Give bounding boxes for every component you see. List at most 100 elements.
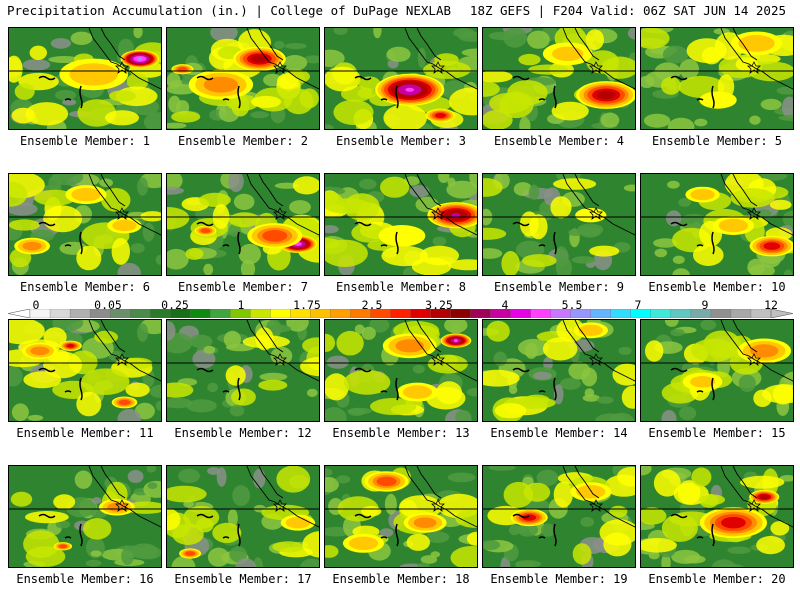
colorbar-tick-label: 4	[501, 298, 509, 312]
precipitation-map	[482, 27, 636, 130]
colorbar-swatch	[470, 309, 492, 318]
colorbar-tick-label: 1	[237, 298, 245, 312]
colorbar-swatch	[750, 309, 772, 318]
colorbar-tick-label: 0.05	[94, 298, 122, 312]
ensemble-member-label: Ensemble Member: 19	[490, 572, 628, 586]
precipitation-map	[166, 319, 320, 422]
chart-title: Precipitation Accumulation (in.) | Colle…	[7, 3, 452, 18]
ensemble-member-label: Ensemble Member: 8	[335, 280, 467, 294]
precipitation-map	[8, 465, 162, 568]
colorbar-swatch	[490, 309, 512, 318]
precipitation-field	[9, 174, 161, 275]
colorbar-swatch	[150, 309, 171, 318]
colorbar-swatch	[710, 309, 732, 318]
colorbar-swatch	[450, 309, 472, 318]
colorbar-swatch	[29, 309, 51, 318]
colorbar-legend: 0 0.05 0.25 1 1.75 2.5 3.25 4 5.5 7 9 12	[8, 298, 793, 320]
precipitation-field	[167, 320, 319, 421]
colorbar-swatch	[170, 309, 191, 318]
colorbar-tick-label: 5.5	[561, 298, 583, 312]
precipitation-field	[167, 174, 319, 275]
ensemble-member-label: Ensemble Member: 16	[16, 572, 154, 586]
ensemble-member-label: Ensemble Member: 14	[490, 426, 628, 440]
colorbar-swatch	[410, 309, 431, 318]
precipitation-map	[640, 465, 794, 568]
colorbar-tick-label: 0	[32, 298, 40, 312]
colorbar-swatch	[330, 309, 351, 318]
colorbar-swatch	[510, 309, 532, 318]
colorbar-max-arrow	[770, 309, 793, 318]
precipitation-field	[641, 28, 793, 129]
colorbar-swatch	[109, 309, 131, 318]
colorbar-strip	[8, 309, 793, 318]
precipitation-map	[482, 319, 636, 422]
colorbar-swatch	[530, 309, 552, 318]
ensemble-member-label: Ensemble Member: 4	[493, 134, 625, 148]
precipitation-map	[8, 319, 162, 422]
colorbar-tick-label: 3.25	[425, 298, 453, 312]
ensemble-member-label: Ensemble Member: 13	[332, 426, 470, 440]
precipitation-field	[483, 174, 635, 275]
precipitation-map	[482, 173, 636, 276]
precipitation-map	[640, 173, 794, 276]
colorbar-tick-label: 7	[634, 298, 642, 312]
precipitation-map	[324, 27, 478, 130]
precipitation-field	[483, 466, 635, 567]
precipitation-map	[166, 465, 320, 568]
colorbar-swatch	[350, 309, 371, 318]
ensemble-member-label: Ensemble Member: 3	[335, 134, 467, 148]
colorbar-swatch	[310, 309, 331, 318]
colorbar-tick-label: 2.5	[361, 298, 383, 312]
colorbar-swatch	[270, 309, 291, 318]
precipitation-map	[482, 465, 636, 568]
colorbar-swatch	[430, 309, 452, 318]
colorbar-swatch	[570, 309, 592, 318]
precipitation-field	[325, 320, 477, 421]
colorbar-swatch	[730, 309, 752, 318]
precipitation-field	[325, 28, 477, 129]
colorbar-swatch	[670, 309, 692, 318]
colorbar-swatch	[250, 309, 271, 318]
precipitation-map	[324, 319, 478, 422]
ensemble-member-label: Ensemble Member: 15	[648, 426, 786, 440]
precipitation-field	[9, 466, 161, 567]
ensemble-member-label: Ensemble Member: 6	[19, 280, 151, 294]
precipitation-map	[8, 173, 162, 276]
colorbar-swatch	[610, 309, 632, 318]
colorbar-tick-label: 12	[764, 298, 778, 312]
colorbar-swatch	[690, 309, 712, 318]
precipitation-field	[483, 320, 635, 421]
precipitation-field	[641, 466, 793, 567]
colorbar-swatch	[190, 309, 211, 318]
precipitation-field	[9, 320, 161, 421]
precipitation-map	[166, 173, 320, 276]
precipitation-field	[483, 28, 635, 129]
colorbar-tick-label: 0.25	[161, 298, 189, 312]
ensemble-member-label: Ensemble Member: 9	[493, 280, 625, 294]
colorbar-swatch	[69, 309, 91, 318]
colorbar-swatch	[89, 309, 111, 318]
precipitation-field	[641, 320, 793, 421]
ensemble-member-label: Ensemble Member: 12	[174, 426, 312, 440]
colorbar-tick-label: 1.75	[293, 298, 321, 312]
colorbar-swatch	[630, 309, 652, 318]
precipitation-map	[324, 465, 478, 568]
ensemble-member-label: Ensemble Member: 5	[651, 134, 783, 148]
precipitation-map	[166, 27, 320, 130]
model-run-info: 18Z GEFS | F204 Valid: 06Z SAT JUN 14 20…	[469, 3, 786, 18]
colorbar-swatch	[230, 309, 251, 318]
precipitation-field	[167, 466, 319, 567]
colorbar-swatch	[210, 309, 231, 318]
colorbar-tick-label: 9	[701, 298, 709, 312]
colorbar-swatch	[129, 309, 151, 318]
colorbar-swatch	[290, 309, 311, 318]
colorbar-swatch	[49, 309, 71, 318]
precipitation-map	[324, 173, 478, 276]
ensemble-member-label: Ensemble Member: 2	[177, 134, 309, 148]
ensemble-member-label: Ensemble Member: 7	[177, 280, 309, 294]
precipitation-map	[640, 27, 794, 130]
ensemble-member-label: Ensemble Member: 20	[648, 572, 786, 586]
precipitation-map	[8, 27, 162, 130]
ensemble-member-label: Ensemble Member: 18	[332, 572, 470, 586]
precipitation-field	[325, 466, 477, 567]
